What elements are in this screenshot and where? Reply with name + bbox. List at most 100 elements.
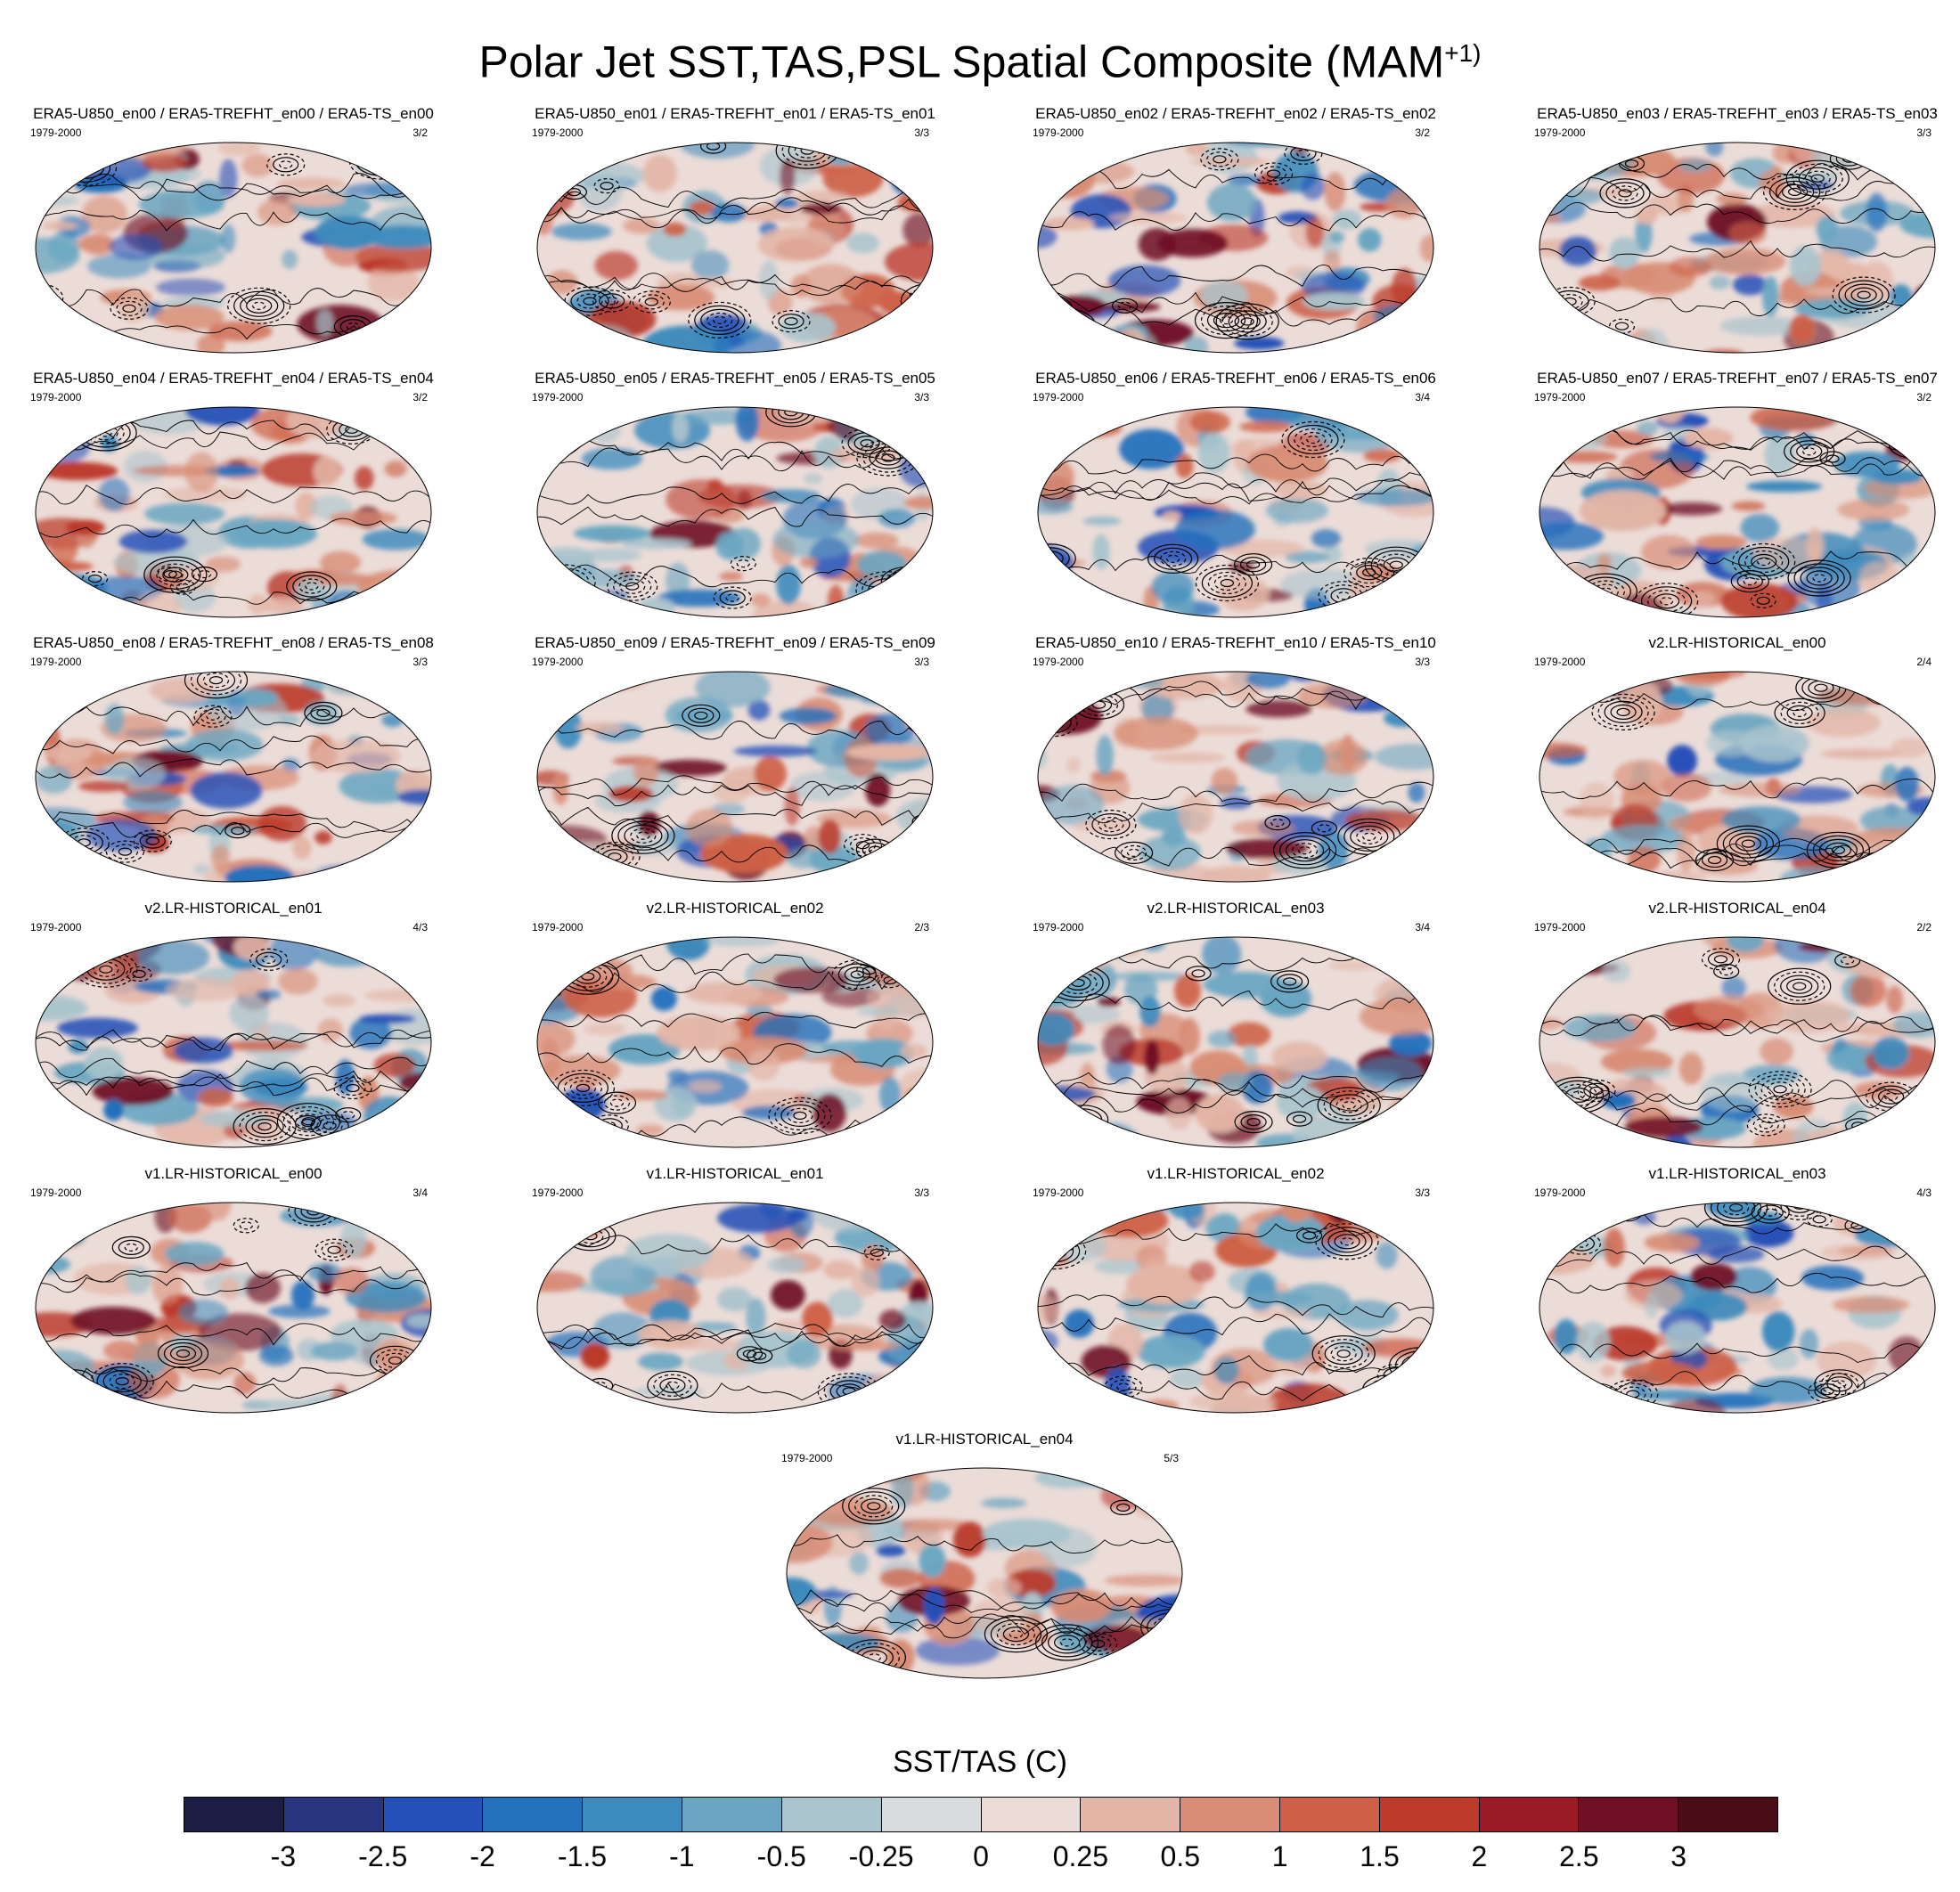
global-map — [536, 936, 934, 1148]
panel-title: v2.LR-HISTORICAL_en04 — [1648, 900, 1826, 917]
colorbar-tick-label: -2.5 — [358, 1840, 408, 1872]
panel-years: 1979-2000 — [1033, 921, 1084, 934]
colorbar-tick-label: 0 — [973, 1840, 989, 1872]
panel-years: 1979-2000 — [30, 921, 82, 934]
map-panel: v1.LR-HISTORICAL_en00 1979-2000 3/4 — [11, 1165, 456, 1422]
panel-years: 1979-2000 — [30, 126, 82, 139]
panel-years: 1979-2000 — [532, 921, 584, 934]
panel-title: v1.LR-HISTORICAL_en00 — [144, 1165, 323, 1182]
panel-ratio: 3/3 — [914, 656, 929, 668]
panel-years: 1979-2000 — [1534, 1187, 1586, 1199]
anomaly-field — [1038, 143, 1433, 353]
anomaly-field — [36, 937, 431, 1147]
panel-years: 1979-2000 — [30, 391, 82, 404]
map-outline — [35, 936, 432, 1148]
map-outline — [536, 936, 934, 1148]
colorbar-tick-label: 2.5 — [1559, 1840, 1599, 1872]
map-outline — [536, 406, 934, 618]
panel-title: ERA5-U850_en10 / ERA5-TREFHT_en10 / ERA5… — [1035, 634, 1436, 651]
map-outline — [536, 1202, 934, 1414]
panel-years: 1979-2000 — [781, 1452, 833, 1464]
map-panel: v1.LR-HISTORICAL_en01 1979-2000 3/3 — [512, 1165, 958, 1422]
figure-title: Polar Jet SST,TAS,PSL Spatial Composite … — [0, 25, 1960, 91]
global-map — [35, 142, 432, 354]
map-panel: ERA5-U850_en03 / ERA5-TREFHT_en03 / ERA5… — [1515, 105, 1960, 362]
panel-years: 1979-2000 — [532, 391, 584, 404]
global-map — [536, 406, 934, 618]
panel-title: ERA5-U850_en08 / ERA5-TREFHT_en08 / ERA5… — [33, 634, 434, 651]
colorbar-tick-label: 2 — [1471, 1840, 1488, 1872]
psl-contours — [1539, 143, 1935, 334]
panel-title: ERA5-U850_en03 / ERA5-TREFHT_en03 / ERA5… — [1537, 105, 1938, 122]
panel-ratio: 4/3 — [1916, 1187, 1931, 1199]
panel-years: 1979-2000 — [532, 656, 584, 668]
colorbar-swatch — [184, 1798, 284, 1831]
global-map — [1037, 142, 1434, 354]
colorbar-tick-label: -1 — [669, 1840, 695, 1872]
panel-title: ERA5-U850_en00 / ERA5-TREFHT_en00 / ERA5… — [33, 105, 434, 122]
map-panel: v1.LR-HISTORICAL_en02 1979-2000 3/3 — [1013, 1165, 1458, 1422]
colorbar-swatch — [383, 1798, 484, 1831]
colorbar-swatch — [1279, 1798, 1380, 1831]
panel-ratio: 3/4 — [1415, 921, 1430, 934]
colorbar-swatch — [981, 1798, 1082, 1831]
panel-ratio: 3/3 — [1415, 1187, 1430, 1199]
colorbar-swatch — [583, 1798, 683, 1831]
panel-years: 1979-2000 — [1033, 126, 1084, 139]
colorbar-swatch — [1678, 1798, 1777, 1831]
panel-title: ERA5-U850_en01 / ERA5-TREFHT_en01 / ERA5… — [535, 105, 935, 122]
panel-ratio: 5/3 — [1164, 1452, 1179, 1464]
global-map — [1037, 406, 1434, 618]
panel-ratio: 3/2 — [412, 126, 428, 139]
panel-ratio: 3/4 — [412, 1187, 428, 1199]
map-outline — [1539, 406, 1936, 618]
global-map — [1037, 671, 1434, 883]
map-outline — [786, 1467, 1183, 1679]
map-outline — [35, 1202, 432, 1414]
panel-title: v2.LR-HISTORICAL_en01 — [144, 900, 323, 917]
panel-years: 1979-2000 — [1033, 391, 1084, 404]
panel-ratio: 3/3 — [914, 1187, 929, 1199]
map-outline — [35, 142, 432, 354]
panel-title: ERA5-U850_en06 / ERA5-TREFHT_en06 / ERA5… — [1035, 370, 1436, 387]
colorbar-tick-label: -0.5 — [756, 1840, 806, 1872]
panel-title: ERA5-U850_en02 / ERA5-TREFHT_en02 / ERA5… — [1035, 105, 1436, 122]
panel-ratio: 3/2 — [412, 391, 428, 404]
global-map — [1037, 1202, 1434, 1414]
global-map — [536, 142, 934, 354]
global-map — [786, 1467, 1183, 1679]
panel-ratio: 3/3 — [914, 391, 929, 404]
panel-title: ERA5-U850_en09 / ERA5-TREFHT_en09 / ERA5… — [535, 634, 935, 651]
panel-years: 1979-2000 — [532, 126, 584, 139]
map-outline — [1037, 1202, 1434, 1414]
panel-title: v1.LR-HISTORICAL_en04 — [895, 1431, 1074, 1448]
map-panel: ERA5-U850_en05 / ERA5-TREFHT_en05 / ERA5… — [512, 370, 958, 626]
colorbar-swatch — [1479, 1798, 1580, 1831]
map-panel: ERA5-U850_en01 / ERA5-TREFHT_en01 / ERA5… — [512, 105, 958, 362]
global-map — [1539, 936, 1936, 1148]
colorbar-swatch — [483, 1798, 584, 1831]
map-panel: ERA5-U850_en07 / ERA5-TREFHT_en07 / ERA5… — [1515, 370, 1960, 626]
global-map — [1539, 1202, 1936, 1414]
map-outline — [1539, 936, 1936, 1148]
map-panel: ERA5-U850_en08 / ERA5-TREFHT_en08 / ERA5… — [11, 634, 456, 891]
figure-title-text: Polar Jet SST,TAS,PSL Spatial Composite … — [478, 37, 1445, 87]
colorbar-tick-label: 0.5 — [1160, 1840, 1200, 1872]
map-panel: ERA5-U850_en02 / ERA5-TREFHT_en02 / ERA5… — [1013, 105, 1458, 362]
map-panel: ERA5-U850_en09 / ERA5-TREFHT_en09 / ERA5… — [512, 634, 958, 891]
panel-title: v2.LR-HISTORICAL_en00 — [1648, 634, 1826, 651]
map-outline — [35, 671, 432, 883]
panel-years: 1979-2000 — [30, 1187, 82, 1199]
panel-ratio: 3/3 — [1916, 126, 1931, 139]
colorbar — [184, 1797, 1778, 1832]
colorbar-swatch — [1379, 1798, 1480, 1831]
panel-ratio: 3/3 — [412, 656, 428, 668]
colorbar-tick-label: -2 — [470, 1840, 495, 1872]
colorbar-swatch — [283, 1798, 384, 1831]
panel-title: v2.LR-HISTORICAL_en03 — [1147, 900, 1325, 917]
panel-years: 1979-2000 — [1534, 391, 1586, 404]
map-outline — [1037, 142, 1434, 354]
map-outline — [1539, 142, 1936, 354]
global-map — [536, 1202, 934, 1414]
panel-ratio: 2/3 — [914, 921, 929, 934]
